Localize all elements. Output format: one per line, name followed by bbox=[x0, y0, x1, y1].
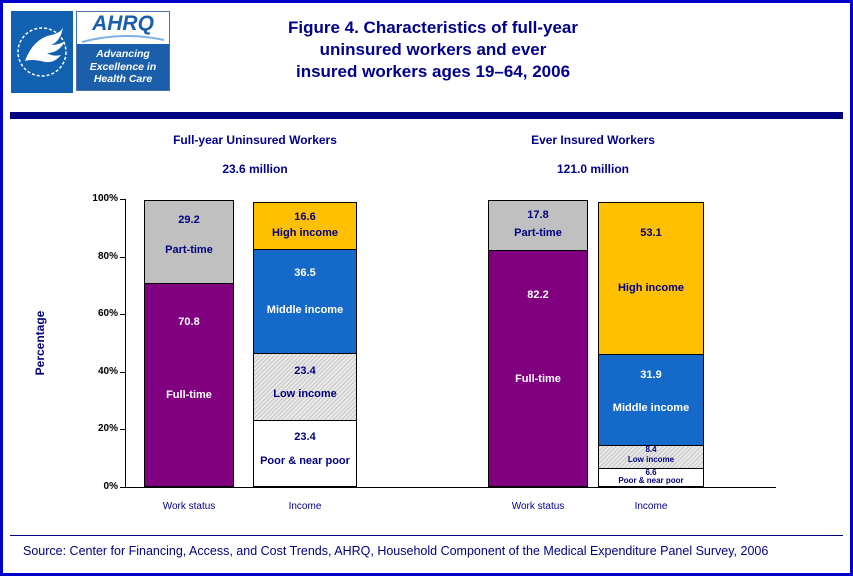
segment-full-time: 70.8 Full-time bbox=[144, 283, 234, 487]
segment-low-income: 23.4 Low income bbox=[253, 353, 357, 421]
stacked-bar-ever-insured-workers-work-status: 17.8 Part-time 82.2 Full-time bbox=[488, 200, 588, 487]
ahrq-logo: AHRQ Advancing Excellence in Health Care bbox=[76, 11, 170, 91]
y-tick-mark bbox=[120, 487, 126, 488]
segment-poor-near-poor: 23.4 Poor & near poor bbox=[253, 419, 357, 487]
figure-title-line: insured workers ages 19–64, 2006 bbox=[295, 62, 571, 81]
figure-title-line: Figure 4. Characteristics of full-year bbox=[287, 18, 579, 37]
segment-value: 17.8 bbox=[527, 208, 549, 221]
segment-high-income: 53.1 High income bbox=[598, 202, 704, 355]
y-tick-label: 40% bbox=[97, 365, 118, 377]
figure-title-line: uninsured workers and ever bbox=[319, 40, 547, 59]
ahrq-tagline-line: Health Care bbox=[93, 73, 153, 86]
y-tick-mark bbox=[120, 429, 126, 431]
segment-label: Low income bbox=[627, 455, 675, 465]
segment-label: High income bbox=[617, 281, 684, 294]
segment-high-income: 16.6 High income bbox=[253, 202, 357, 251]
y-tick-mark bbox=[120, 314, 126, 316]
group-subtitle-insured: 121.0 million bbox=[556, 162, 630, 176]
segment-label: Full-time bbox=[515, 373, 561, 386]
segment-value: 23.4 bbox=[294, 431, 316, 444]
source-note: Source: Center for Financing, Access, an… bbox=[23, 544, 769, 558]
y-axis-title: Percentage bbox=[33, 310, 47, 376]
figure-title: Figure 4. Characteristics of full-year u… bbox=[233, 17, 633, 83]
segment-value: 82.2 bbox=[527, 288, 549, 301]
segment-part-time: 17.8 Part-time bbox=[488, 200, 588, 252]
footer-divider bbox=[10, 535, 843, 536]
x-axis-label: Income bbox=[634, 501, 668, 512]
ahrq-name: AHRQ bbox=[92, 12, 154, 35]
segment-poor-near-poor: 6.6 Poor & near poor bbox=[598, 468, 704, 487]
segment-label: Poor & near poor bbox=[618, 476, 684, 486]
y-tick-mark bbox=[120, 256, 126, 258]
y-tick-label: 60% bbox=[97, 308, 118, 320]
segment-value: 8.4 bbox=[645, 445, 657, 455]
segment-middle-income: 31.9 Middle income bbox=[598, 353, 704, 446]
y-tick-label: 20% bbox=[97, 423, 118, 435]
segment-value: 31.9 bbox=[640, 369, 662, 382]
segment-middle-income: 36.5 Middle income bbox=[253, 249, 357, 355]
segment-label: Low income bbox=[273, 388, 337, 401]
logo-group: AHRQ Advancing Excellence in Health Care bbox=[11, 11, 170, 93]
segment-full-time: 82.2 Full-time bbox=[488, 250, 588, 487]
x-axis-label: Income bbox=[288, 501, 322, 512]
segment-value: 36.5 bbox=[294, 266, 316, 279]
segment-value: 29.2 bbox=[178, 214, 200, 227]
y-tick-mark bbox=[120, 199, 126, 200]
segment-value: 23.4 bbox=[294, 364, 316, 377]
segment-label: Middle income bbox=[612, 401, 690, 414]
ahrq-tagline: Advancing Excellence in Health Care bbox=[77, 44, 169, 90]
segment-label: High income bbox=[271, 227, 338, 240]
stacked-bar-ever-insured-workers-income: 53.1 High income 31.9 Middle income 8.4 Low i… bbox=[598, 202, 704, 487]
y-tick-label: 80% bbox=[97, 250, 118, 262]
plot-area: 100% 80% 60% 40% 20% 0% 29.2 Part-time 70.8 Full-… bbox=[92, 193, 776, 512]
segment-label: Poor & near poor bbox=[260, 454, 350, 467]
hhs-logo-icon bbox=[11, 11, 73, 93]
segment-low-income: 8.4 Low income bbox=[598, 444, 704, 469]
segment-label: Part-time bbox=[514, 226, 562, 239]
ahrq-wordmark: AHRQ bbox=[77, 12, 169, 44]
ahrq-swoosh-icon bbox=[81, 35, 165, 43]
segment-label: Full-time bbox=[166, 389, 212, 402]
segment-label: Middle income bbox=[266, 303, 344, 316]
group-title-insured: Ever Insured Workers bbox=[531, 133, 655, 147]
group-subtitle-uninsured: 23.6 million bbox=[222, 162, 288, 176]
group-title-uninsured: Full-year Uninsured Workers bbox=[173, 133, 337, 147]
header-divider bbox=[10, 112, 843, 119]
segment-value: 16.6 bbox=[294, 210, 316, 223]
y-tick-label: 100% bbox=[92, 193, 118, 204]
x-axis-label: Work status bbox=[162, 501, 216, 512]
x-axis-label: Work status bbox=[511, 501, 565, 512]
y-tick-mark bbox=[120, 371, 126, 373]
segment-value: 70.8 bbox=[178, 316, 200, 329]
segment-value: 6.6 bbox=[645, 468, 657, 478]
segment-value: 53.1 bbox=[640, 227, 662, 240]
stacked-bar-full-year-uninsured-workers-income: 16.6 High income 36.5 Middle income 23.4 Low … bbox=[253, 202, 357, 487]
ahrq-tagline-line: Excellence in bbox=[89, 60, 157, 73]
segment-part-time: 29.2 Part-time bbox=[144, 200, 234, 285]
stacked-bar-full-year-uninsured-workers-work-status: 29.2 Part-time 70.8 Full-time bbox=[144, 200, 234, 487]
ahrq-tagline-line: Advancing bbox=[96, 48, 150, 61]
segment-label: Part-time bbox=[165, 243, 213, 256]
y-tick-label: 0% bbox=[103, 481, 118, 492]
